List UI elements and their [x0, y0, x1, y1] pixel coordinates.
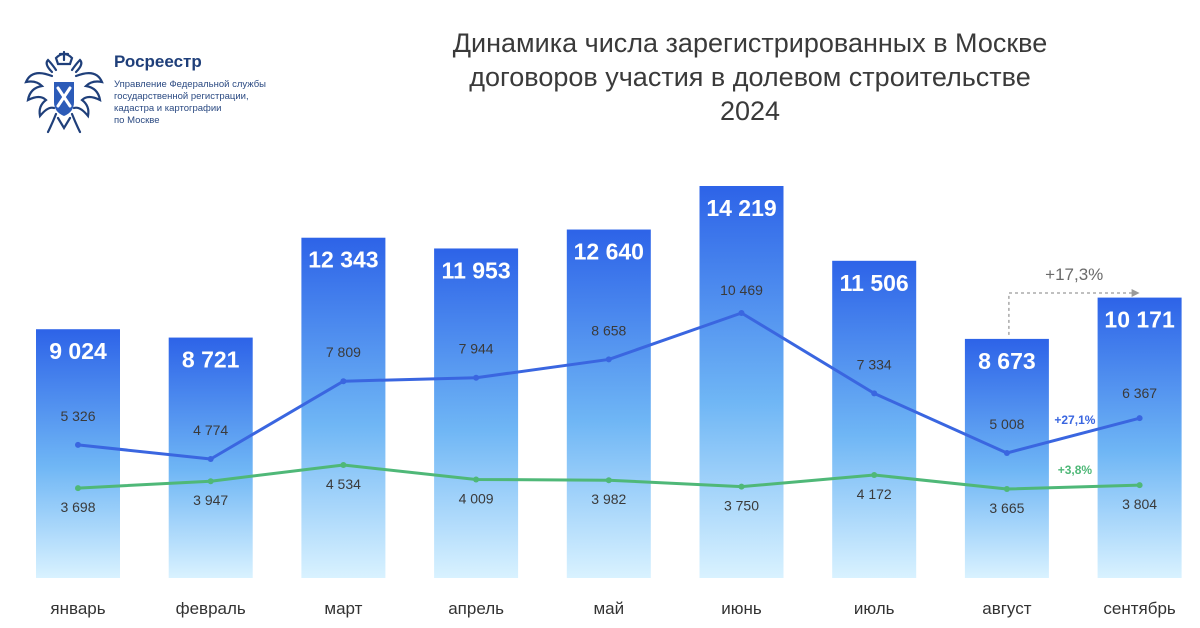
blue-series-point — [340, 378, 347, 385]
bar — [301, 237, 386, 578]
chart-title: Динамика числа зарегистрированных в Моск… — [350, 26, 1150, 128]
x-tick-label: сентябрь — [1103, 599, 1176, 618]
blue-series-label: 5 326 — [60, 408, 95, 424]
blue-series-label: 8 658 — [591, 322, 626, 338]
x-tick-label: июнь — [721, 599, 762, 618]
double-headed-eagle-icon — [24, 50, 104, 134]
blue-series-point — [75, 441, 81, 448]
rosreestr-logo: Росреестр Управление Федеральной службы … — [22, 42, 302, 142]
change-bracket-arrow — [1008, 292, 1134, 335]
x-tick-label: январь — [50, 599, 105, 618]
chart-title-line: договоров участия в долевом строительств… — [469, 62, 1031, 92]
org-subtitle-line: по Москве — [114, 115, 160, 126]
org-subtitle-line: Управление Федеральной службы — [114, 79, 266, 90]
green-series-label: 3 665 — [989, 500, 1024, 516]
org-subtitle-line: кадастра и картографии — [114, 103, 222, 114]
blue-series-point — [473, 374, 480, 381]
bar — [1097, 297, 1182, 578]
blue-series-point — [871, 390, 878, 397]
blue-series-label: 10 469 — [720, 282, 763, 298]
bar-value-label: 8 721 — [182, 347, 240, 373]
blue-series-label: 7 809 — [326, 344, 361, 360]
x-tick-label: март — [324, 599, 362, 618]
x-tick-label: август — [982, 599, 1031, 618]
green-series-point — [75, 485, 81, 492]
bar — [832, 260, 917, 578]
bar-value-label: 11 953 — [442, 257, 511, 283]
blue-series-label: 6 367 — [1122, 385, 1157, 401]
bar — [434, 248, 519, 579]
bar — [566, 229, 651, 578]
bar-value-label: 10 171 — [1104, 307, 1175, 333]
blue-series-label: 4 774 — [193, 422, 228, 438]
org-name: Росреестр — [114, 52, 202, 71]
green-series-point — [340, 462, 347, 468]
org-subtitle: Управление Федеральной службы государств… — [114, 79, 304, 127]
bar-value-label: 14 219 — [706, 195, 776, 221]
chart-title-year: 2024 — [719, 96, 781, 126]
bar-value-label: 12 343 — [308, 247, 378, 273]
blue-series-point — [207, 456, 214, 462]
green-series-point — [738, 483, 745, 490]
bar — [964, 338, 1049, 578]
green-series-point — [1003, 486, 1010, 492]
green-series-label: 4 534 — [326, 476, 361, 492]
x-tick-label: май — [593, 599, 624, 618]
x-tick-label: февраль — [176, 599, 246, 618]
blue-series-point — [605, 356, 612, 363]
bar — [36, 329, 120, 578]
x-tick-label: июль — [854, 599, 895, 618]
green-series-label: 4 009 — [459, 490, 494, 506]
org-subtitle-line: государственной регистрации, — [114, 91, 249, 102]
change-arrowhead — [1131, 289, 1140, 297]
bars-change-label: +17,3% — [1045, 265, 1103, 284]
bar-value-label: 9 024 — [49, 338, 107, 364]
blue-series-point — [738, 310, 745, 316]
blue-series-point — [1003, 450, 1010, 457]
green-series-point — [207, 478, 214, 485]
chart-title-line: Динамика числа зарегистрированных в Моск… — [452, 28, 1048, 58]
blue-series-label: 5 008 — [989, 416, 1024, 432]
green-series-label: 3 698 — [60, 499, 95, 515]
green-series-point — [605, 477, 612, 484]
green-series-label: 3 750 — [724, 498, 759, 514]
green-series-point — [473, 476, 480, 483]
green-series-label: 3 804 — [1122, 496, 1157, 512]
x-tick-label: апрель — [448, 599, 504, 618]
green-series-point — [1136, 482, 1143, 489]
blue-change-label: +27,1% — [1054, 413, 1095, 427]
bar-value-label: 8 673 — [978, 348, 1036, 374]
green-series-label: 4 172 — [857, 486, 892, 502]
bar-value-label: 11 506 — [840, 270, 909, 296]
green-series-label: 3 982 — [591, 491, 626, 507]
blue-series-label: 7 944 — [459, 341, 494, 357]
blue-series-point — [1136, 415, 1143, 422]
blue-series-label: 7 334 — [857, 356, 892, 372]
green-change-label: +3,8% — [1058, 463, 1093, 477]
green-series-point — [871, 471, 878, 478]
green-series-label: 3 947 — [193, 492, 228, 508]
bar-value-label: 12 640 — [574, 239, 644, 265]
bar — [699, 186, 784, 578]
